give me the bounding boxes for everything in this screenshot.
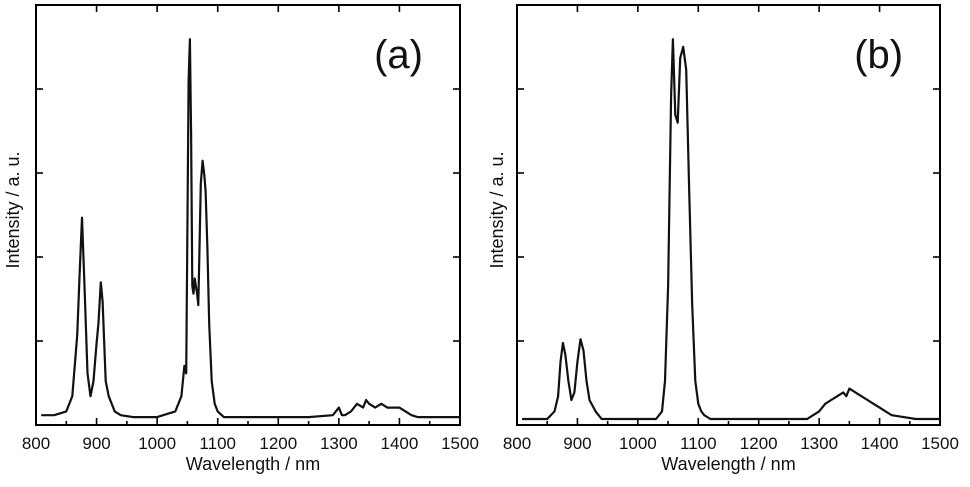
- x-tick-label: 1000: [619, 434, 657, 453]
- panel-label: (a): [374, 33, 423, 77]
- x-tick-label: 1200: [259, 434, 297, 453]
- x-tick-label: 900: [563, 434, 591, 453]
- x-axis-label: Wavelength / nm: [661, 454, 795, 474]
- x-tick-label: 1300: [320, 434, 358, 453]
- x-tick-label: 1400: [861, 434, 899, 453]
- y-axis-label: Intensity / a. u.: [487, 151, 507, 268]
- x-tick-label: 1500: [921, 434, 959, 453]
- x-tick-label: 1000: [138, 434, 176, 453]
- x-tick-label: 1200: [740, 434, 778, 453]
- x-tick-label: 800: [22, 434, 50, 453]
- x-axis-label: Wavelength / nm: [186, 454, 320, 474]
- spectrum-line: [521, 38, 942, 421]
- x-tick-label: 1100: [199, 434, 236, 453]
- panel-label: (b): [854, 33, 903, 77]
- panel-b: 800 900 1000 1100 1200 1300 1400 1500 Wavelength…: [487, 4, 959, 474]
- spectrum-line: [40, 38, 462, 419]
- panel-a: 800 900 1000 1100 1200 1300 1400 1500 Wavelength…: [3, 4, 479, 474]
- x-tick-label: 1400: [381, 434, 419, 453]
- x-tick-label: 1500: [441, 434, 479, 453]
- y-axis-label: Intensity / a. u.: [3, 151, 23, 268]
- x-tick-label: 1300: [800, 434, 838, 453]
- x-tick-label: 800: [503, 434, 531, 453]
- x-tick-label: 900: [82, 434, 110, 453]
- x-tick-label: 1100: [680, 434, 717, 453]
